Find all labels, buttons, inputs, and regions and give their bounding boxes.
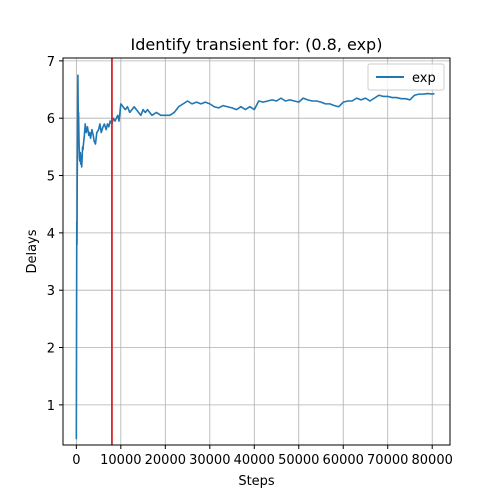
y-tick-label: 5 <box>47 170 55 185</box>
x-axis-label: Steps <box>238 474 275 489</box>
x-tick-label: 0 <box>72 453 80 468</box>
y-tick-label: 7 <box>47 55 55 70</box>
legend: exp <box>367 63 445 91</box>
x-tick-label: 50000 <box>278 453 319 468</box>
legend-label-exp: exp <box>412 71 436 86</box>
legend-box <box>367 63 445 91</box>
x-tick-label: 30000 <box>189 453 230 468</box>
x-tick-label: 70000 <box>367 453 408 468</box>
y-tick-label: 6 <box>47 112 55 127</box>
ticks: 0 10000 20000 30000 40000 50000 60000 70000 8000… <box>47 55 453 468</box>
x-tick-label: 40000 <box>234 453 275 468</box>
y-axis-label: Delays <box>25 229 40 273</box>
y-tick-label: 2 <box>47 342 55 357</box>
x-tick-label: 60000 <box>323 453 364 468</box>
x-tick-label: 10000 <box>100 453 141 468</box>
plot-area <box>75 58 435 445</box>
x-tick-label: 80000 <box>412 453 453 468</box>
axes-frame <box>62 57 451 446</box>
x-tick-label: 20000 <box>145 453 186 468</box>
chart-title: Identify transient for: (0.8, exp) <box>131 35 383 54</box>
series-line-exp <box>75 74 435 440</box>
y-tick-label: 1 <box>47 399 55 414</box>
y-tick-label: 4 <box>47 227 55 242</box>
grid <box>63 58 450 445</box>
y-tick-label: 3 <box>47 284 55 299</box>
